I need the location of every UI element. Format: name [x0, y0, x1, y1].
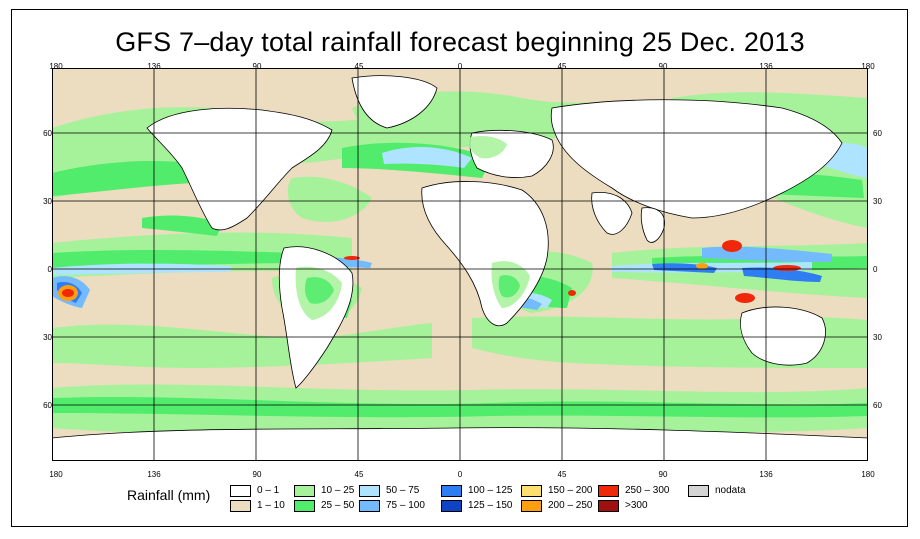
- extreme-rain-spots: [58, 240, 801, 303]
- map-title: GFS 7–day total rainfall forecast beginn…: [115, 27, 805, 57]
- legend-label: 150 – 200: [548, 485, 593, 496]
- x-tick-bottom: 45: [557, 470, 567, 479]
- x-tick-bottom: 0: [457, 470, 463, 479]
- legend-swatch: [294, 485, 315, 497]
- legend-swatch: [598, 500, 619, 512]
- legend-swatch: [441, 500, 462, 512]
- x-tick-top: 90: [658, 62, 668, 71]
- y-tick-right: 60: [873, 401, 882, 410]
- legend-label: >300: [625, 500, 648, 511]
- x-tick-top: 90: [252, 62, 262, 71]
- y-tick-left: 60: [43, 401, 52, 410]
- x-tick-top: 0: [457, 62, 463, 71]
- x-tick-bottom: 180: [861, 470, 875, 479]
- y-tick-left: 30: [43, 197, 52, 206]
- x-tick-top: 45: [354, 62, 364, 71]
- legend-title: Rainfall (mm): [127, 487, 211, 503]
- legend-label: nodata: [715, 485, 746, 496]
- x-tick-top: 136: [147, 62, 161, 71]
- legend-swatch: [441, 485, 462, 497]
- legend-swatch: [521, 485, 542, 497]
- graticule: [52, 68, 868, 461]
- x-tick-bottom: 136: [759, 470, 773, 479]
- legend-swatch: [230, 485, 251, 497]
- x-tick-bottom: 45: [354, 470, 364, 479]
- legend-label: 100 – 125: [468, 485, 513, 496]
- legend-label: 200 – 250: [548, 500, 593, 511]
- y-tick-left: 60: [43, 129, 52, 138]
- legend-label: 10 – 25: [321, 485, 355, 496]
- x-tick-top: 180: [49, 62, 63, 71]
- y-tick-right: 0: [873, 265, 878, 274]
- y-tick-right: 60: [873, 129, 882, 138]
- legend-label: 50 – 75: [386, 485, 420, 496]
- legend-label: 0 – 1: [257, 485, 280, 496]
- legend-swatch: [294, 500, 315, 512]
- legend-label: 75 – 100: [386, 500, 425, 511]
- legend-swatch: [688, 485, 709, 497]
- legend-swatch: [359, 485, 380, 497]
- legend-swatch: [598, 485, 619, 497]
- map-border: [52, 68, 868, 461]
- x-tick-top: 45: [557, 62, 567, 71]
- legend-swatch: [230, 500, 251, 512]
- x-tick-bottom: 180: [49, 470, 63, 479]
- x-tick-top: 180: [861, 62, 875, 71]
- y-tick-right: 30: [873, 333, 882, 342]
- x-tick-bottom: 90: [658, 470, 668, 479]
- x-tick-top: 136: [759, 62, 773, 71]
- y-tick-right: 30: [873, 197, 882, 206]
- legend-label: 250 – 300: [625, 485, 670, 496]
- x-tick-bottom: 90: [252, 470, 262, 479]
- legend-label: 125 – 150: [468, 500, 513, 511]
- y-tick-left: 0: [47, 265, 52, 274]
- legend-swatch: [359, 500, 380, 512]
- legend-label: 25 – 50: [321, 500, 355, 511]
- legend-label: 1 – 10: [257, 500, 285, 511]
- figure-frame: [11, 9, 908, 527]
- legend-swatch: [521, 500, 542, 512]
- land-moderate-rain: [305, 275, 520, 304]
- y-tick-left: 30: [43, 333, 52, 342]
- rainfall-map: [52, 68, 868, 461]
- x-tick-bottom: 136: [147, 470, 161, 479]
